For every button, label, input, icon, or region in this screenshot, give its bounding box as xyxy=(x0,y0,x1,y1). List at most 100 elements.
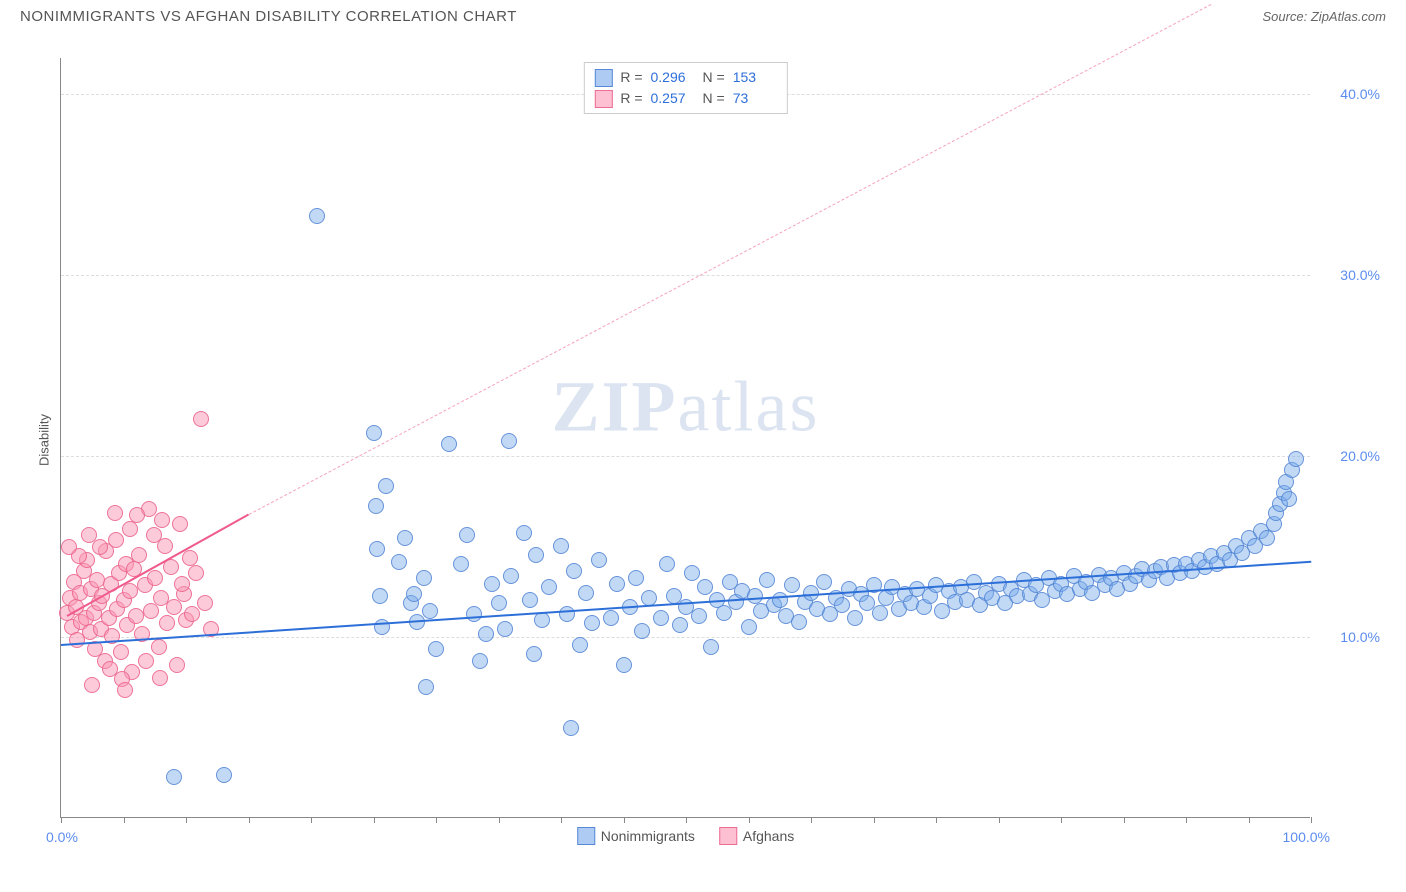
x-tick xyxy=(1249,817,1250,823)
legend-swatch xyxy=(719,827,737,845)
data-point xyxy=(146,527,162,543)
data-point xyxy=(422,603,438,619)
x-axis-max-label: 100.0% xyxy=(1283,829,1330,845)
data-point xyxy=(816,574,832,590)
x-tick xyxy=(874,817,875,823)
data-point xyxy=(117,682,133,698)
data-point xyxy=(397,530,413,546)
data-point xyxy=(122,583,138,599)
data-point xyxy=(366,425,382,441)
data-point xyxy=(466,606,482,622)
data-point xyxy=(497,621,513,637)
data-point xyxy=(1281,491,1297,507)
data-point xyxy=(616,657,632,673)
x-tick xyxy=(1061,817,1062,823)
data-point xyxy=(541,579,557,595)
data-point xyxy=(169,657,185,673)
x-tick xyxy=(249,817,250,823)
data-point xyxy=(563,720,579,736)
data-point xyxy=(372,588,388,604)
data-point xyxy=(113,644,129,660)
data-point xyxy=(197,595,213,611)
data-point xyxy=(584,615,600,631)
legend-series-item: Afghans xyxy=(719,827,794,845)
data-point xyxy=(472,653,488,669)
chart-container: Disability ZIPatlas R = 0.296N = 153R = … xyxy=(50,40,1390,840)
source-attribution: Source: ZipAtlas.com xyxy=(1262,9,1386,24)
data-point xyxy=(428,641,444,657)
data-point xyxy=(491,595,507,611)
data-point xyxy=(128,608,144,624)
data-point xyxy=(741,619,757,635)
source-link[interactable]: ZipAtlas.com xyxy=(1311,9,1386,24)
data-point xyxy=(603,610,619,626)
data-point xyxy=(406,586,422,602)
x-tick xyxy=(1311,817,1312,823)
data-point xyxy=(174,576,190,592)
data-point xyxy=(553,538,569,554)
data-point xyxy=(484,576,500,592)
legend-series: Nonimmigrants Afghans xyxy=(577,827,795,845)
legend-series-item: Nonimmigrants xyxy=(577,827,695,845)
x-tick xyxy=(624,817,625,823)
legend-stat-row: R = 0.296N = 153 xyxy=(594,67,776,88)
data-point xyxy=(522,592,538,608)
grid-line xyxy=(61,275,1310,276)
x-tick xyxy=(1186,817,1187,823)
data-point xyxy=(834,597,850,613)
x-tick xyxy=(561,817,562,823)
data-point xyxy=(634,623,650,639)
plot-area: ZIPatlas R = 0.296N = 153R = 0.257N = 73… xyxy=(60,58,1310,818)
data-point xyxy=(391,554,407,570)
grid-line xyxy=(61,456,1310,457)
data-point xyxy=(453,556,469,572)
data-point xyxy=(559,606,575,622)
data-point xyxy=(659,556,675,572)
data-point xyxy=(368,498,384,514)
data-point xyxy=(791,614,807,630)
data-point xyxy=(591,552,607,568)
data-point xyxy=(653,610,669,626)
legend-stat-row: R = 0.257N = 73 xyxy=(594,88,776,109)
data-point xyxy=(108,532,124,548)
x-tick xyxy=(311,817,312,823)
x-tick xyxy=(749,817,750,823)
data-point xyxy=(159,615,175,631)
data-point xyxy=(193,411,209,427)
x-tick xyxy=(499,817,500,823)
data-point xyxy=(152,670,168,686)
data-point xyxy=(102,661,118,677)
data-point xyxy=(81,527,97,543)
grid-line xyxy=(61,637,1310,638)
data-point xyxy=(416,570,432,586)
data-point xyxy=(672,617,688,633)
data-point xyxy=(138,653,154,669)
y-tick-label: 10.0% xyxy=(1320,629,1380,645)
data-point xyxy=(478,626,494,642)
y-tick-label: 20.0% xyxy=(1320,448,1380,464)
legend-stats: R = 0.296N = 153R = 0.257N = 73 xyxy=(583,62,787,114)
data-point xyxy=(129,507,145,523)
data-point xyxy=(309,208,325,224)
watermark: ZIPatlas xyxy=(552,366,820,449)
data-point xyxy=(759,572,775,588)
data-point xyxy=(61,539,77,555)
y-axis-label: Disability xyxy=(37,414,52,466)
x-tick xyxy=(999,817,1000,823)
data-point xyxy=(122,521,138,537)
data-point xyxy=(697,579,713,595)
data-point xyxy=(188,565,204,581)
data-point xyxy=(503,568,519,584)
data-point xyxy=(172,516,188,532)
data-point xyxy=(703,639,719,655)
data-point xyxy=(441,436,457,452)
data-point xyxy=(107,505,123,521)
data-point xyxy=(691,608,707,624)
data-point xyxy=(154,512,170,528)
x-tick xyxy=(936,817,937,823)
data-point xyxy=(92,539,108,555)
data-point xyxy=(501,433,517,449)
data-point xyxy=(147,570,163,586)
data-point xyxy=(369,541,385,557)
data-point xyxy=(628,570,644,586)
